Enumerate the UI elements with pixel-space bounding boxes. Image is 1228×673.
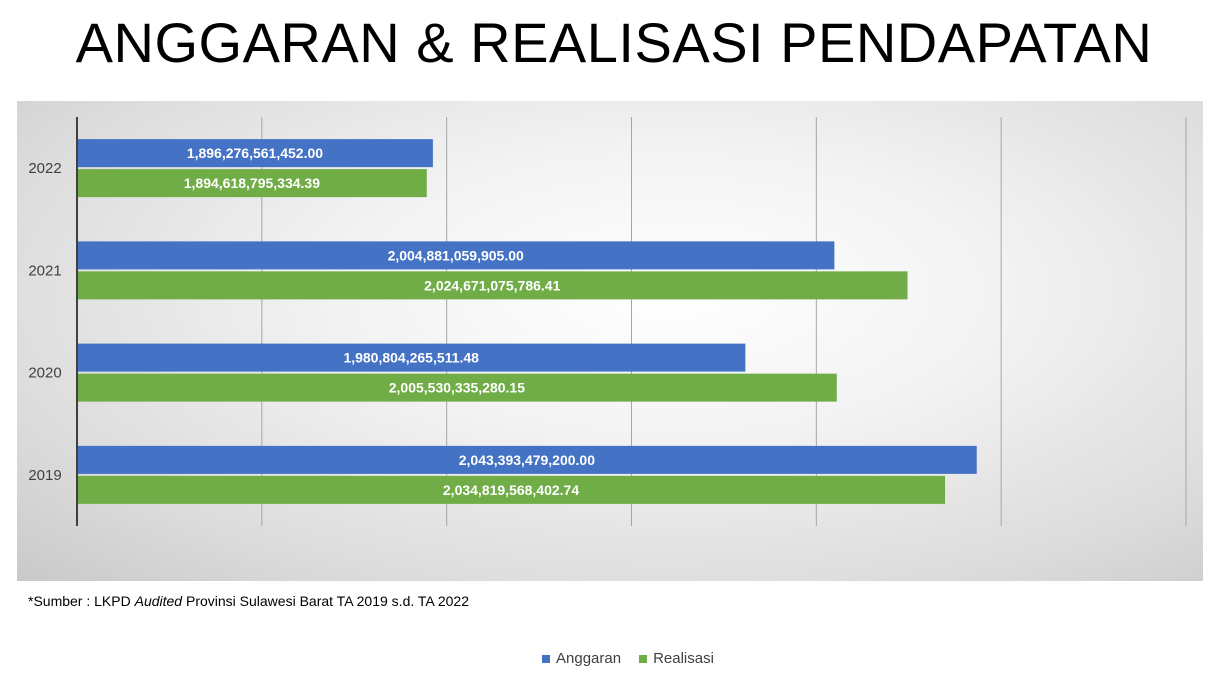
legend-swatch-anggaran xyxy=(542,655,550,663)
data-label-anggaran: 1,896,276,561,452.00 xyxy=(187,145,323,161)
chart-panel: 2022 1,896,276,561,452.00 1,894,618,795,33… xyxy=(17,101,1203,581)
data-label-anggaran: 2,043,393,479,200.00 xyxy=(459,452,595,468)
source-note: *Sumber : LKPD Audited Provinsi Sulawesi… xyxy=(28,593,469,609)
legend-item-realisasi: Realisasi xyxy=(639,650,714,667)
data-label-realisasi: 2,005,530,335,280.15 xyxy=(389,380,525,396)
category-label: 2021 xyxy=(28,262,61,279)
legend-label-realisasi: Realisasi xyxy=(653,650,714,667)
source-italic: Audited xyxy=(135,593,182,609)
page-title: ANGGARAN & REALISASI PENDAPATAN xyxy=(0,10,1228,75)
legend-swatch-realisasi xyxy=(639,655,647,663)
chart-legend: Anggaran Realisasi xyxy=(530,644,726,673)
legend-item-anggaran: Anggaran xyxy=(542,650,621,667)
data-label-anggaran: 2,004,881,059,905.00 xyxy=(388,247,524,263)
category-label: 2022 xyxy=(28,160,61,177)
data-label-realisasi: 1,894,618,795,334.39 xyxy=(184,175,320,191)
category-label: 2020 xyxy=(28,365,61,382)
bar-chart: 2022 1,896,276,561,452.00 1,894,618,795,33… xyxy=(17,101,1203,581)
data-label-realisasi: 2,034,819,568,402.74 xyxy=(443,482,579,498)
legend-label-anggaran: Anggaran xyxy=(556,650,621,667)
data-label-anggaran: 1,980,804,265,511.48 xyxy=(343,350,479,366)
source-prefix: *Sumber : LKPD xyxy=(28,593,135,609)
source-suffix: Provinsi Sulawesi Barat TA 2019 s.d. TA … xyxy=(182,593,469,609)
data-label-realisasi: 2,024,671,075,786.41 xyxy=(424,277,560,293)
category-label: 2019 xyxy=(28,467,61,484)
